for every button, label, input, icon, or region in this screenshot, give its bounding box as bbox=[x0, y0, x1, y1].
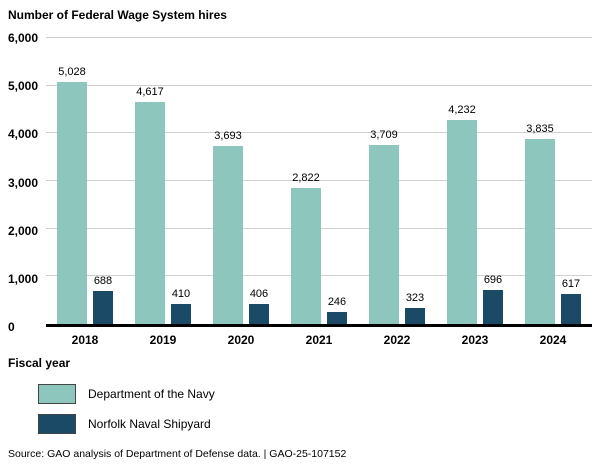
bar-value-label: 246 bbox=[327, 296, 347, 309]
bar bbox=[561, 294, 581, 324]
bar-value-label: 410 bbox=[171, 288, 191, 301]
source-note: Source: GAO analysis of Department of De… bbox=[8, 448, 347, 460]
bar-value-label: 688 bbox=[93, 274, 113, 287]
gridline bbox=[46, 84, 592, 86]
x-tick-label: 2024 bbox=[539, 333, 567, 347]
x-axis-title: Fiscal year bbox=[8, 356, 71, 370]
legend-label-navy: Department of the Navy bbox=[88, 387, 215, 401]
bar-group: 4,232 696 bbox=[436, 38, 514, 324]
bar-column: 688 bbox=[93, 274, 113, 324]
legend-swatch-navy bbox=[38, 384, 76, 404]
bar bbox=[327, 312, 347, 324]
bar-group: 3,693 406 bbox=[202, 38, 280, 324]
bar bbox=[249, 304, 269, 324]
bar-group: 4,617 410 bbox=[124, 38, 202, 324]
bar-group: 5,028 688 bbox=[46, 38, 124, 324]
bar bbox=[483, 290, 503, 324]
bar-groups-container: 5,028 688 4,617 410 3,693 406 2,822 246 3,709 323… bbox=[46, 38, 592, 324]
bar-column: 4,232 bbox=[447, 105, 477, 324]
x-tick-label: 2021 bbox=[305, 333, 333, 347]
y-tick-label: 2,000 bbox=[8, 223, 39, 238]
legend-label-shipyard: Norfolk Naval Shipyard bbox=[88, 417, 211, 431]
bar bbox=[213, 146, 243, 324]
bar-value-label: 696 bbox=[483, 274, 503, 287]
y-axis: 0 1,000 2,000 3,000 4,000 5,000 6,000 bbox=[8, 32, 46, 333]
y-tick-label: 1,000 bbox=[8, 271, 39, 286]
y-tick-label: 0 bbox=[8, 320, 15, 334]
bar bbox=[135, 101, 165, 324]
x-tick-label: 2022 bbox=[383, 333, 411, 347]
x-axis-spacer bbox=[8, 333, 46, 347]
bar-column: 246 bbox=[327, 297, 347, 324]
bar bbox=[291, 188, 321, 324]
gridline bbox=[46, 180, 592, 181]
bar-value-label: 3,709 bbox=[370, 129, 398, 142]
bar bbox=[525, 139, 555, 324]
bar-value-label: 5,028 bbox=[58, 65, 86, 78]
x-tick-label: 2018 bbox=[71, 333, 99, 347]
bar-column: 617 bbox=[561, 279, 581, 324]
bar-column: 3,835 bbox=[525, 124, 555, 324]
bar-value-label: 4,617 bbox=[136, 85, 164, 98]
gridline bbox=[46, 37, 592, 38]
x-tick-label: 2020 bbox=[227, 333, 255, 347]
bar-column: 4,617 bbox=[135, 85, 165, 324]
y-tick-label: 4,000 bbox=[8, 127, 39, 142]
bar-column: 323 bbox=[405, 293, 425, 324]
legend-item-navy: Department of the Navy bbox=[38, 384, 592, 404]
bar bbox=[447, 120, 477, 324]
bar bbox=[57, 81, 87, 324]
x-tick-label: 2019 bbox=[149, 333, 177, 347]
bar bbox=[405, 308, 425, 324]
bar-column: 406 bbox=[249, 289, 269, 324]
bar-column: 410 bbox=[171, 289, 191, 324]
bar-value-label: 3,835 bbox=[526, 123, 554, 136]
chart-title: Number of Federal Wage System hires bbox=[8, 8, 227, 22]
bar-group: 3,709 323 bbox=[358, 38, 436, 324]
legend-swatch-shipyard bbox=[38, 414, 76, 434]
x-tick-label: 2023 bbox=[461, 333, 489, 347]
bar-column: 5,028 bbox=[57, 65, 87, 324]
bar-value-label: 323 bbox=[405, 292, 425, 305]
y-tick-label: 6,000 bbox=[8, 31, 39, 45]
bar bbox=[369, 145, 399, 324]
bar-column: 3,693 bbox=[213, 131, 243, 324]
bar-value-label: 406 bbox=[249, 288, 269, 301]
bar-group: 3,835 617 bbox=[514, 38, 592, 324]
bar bbox=[93, 290, 113, 324]
bar-value-label: 3,693 bbox=[214, 130, 242, 143]
y-tick-label: 5,000 bbox=[8, 79, 39, 94]
legend-item-shipyard: Norfolk Naval Shipyard bbox=[38, 414, 592, 434]
bar-value-label: 4,232 bbox=[448, 104, 476, 117]
bar bbox=[171, 304, 191, 324]
x-axis: 2018 2019 2020 2021 2022 2023 2024 bbox=[8, 333, 592, 347]
x-tick-labels: 2018 2019 2020 2021 2022 2023 2024 bbox=[46, 333, 592, 347]
bar-group: 2,822 246 bbox=[280, 38, 358, 324]
bar-column: 696 bbox=[483, 275, 503, 324]
gridline bbox=[46, 132, 592, 134]
bar-column: 3,709 bbox=[369, 130, 399, 324]
chart-area: 0 1,000 2,000 3,000 4,000 5,000 6,000 5,028 688… bbox=[8, 32, 592, 333]
bar-column: 2,822 bbox=[291, 173, 321, 324]
y-tick-label: 3,000 bbox=[8, 175, 39, 190]
bar-value-label: 617 bbox=[561, 278, 581, 291]
bar-value-label: 2,822 bbox=[292, 172, 320, 185]
plot-area: 5,028 688 4,617 410 3,693 406 2,822 246 3,709 323… bbox=[46, 37, 592, 327]
legend: Department of the Navy Norfolk Naval Shi… bbox=[38, 384, 592, 434]
